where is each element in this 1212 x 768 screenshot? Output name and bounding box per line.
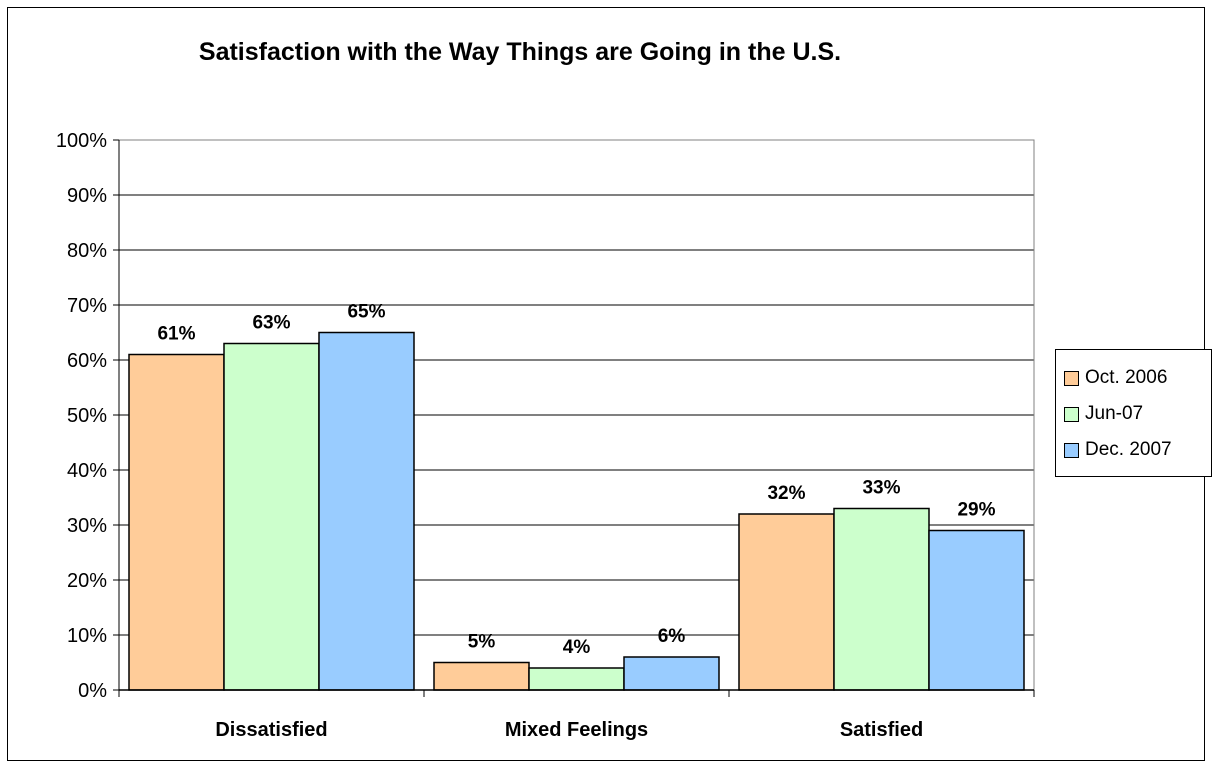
legend-item-dec-2007: Dec. 2007 [1064, 432, 1211, 468]
legend-item-oct-2006: Oct. 2006 [1064, 360, 1211, 396]
data-label: 33% [862, 478, 900, 499]
legend-label: Oct. 2006 [1085, 367, 1168, 388]
x-tick-label: Satisfied [840, 719, 923, 741]
y-tick-label: 80% [67, 240, 107, 262]
y-tick-label: 10% [67, 625, 107, 647]
data-label: 65% [347, 302, 385, 323]
y-tick-label: 70% [67, 295, 107, 317]
bar [433, 661, 530, 691]
bar [833, 507, 930, 691]
bar [128, 353, 225, 691]
data-label: 29% [957, 500, 995, 521]
bar [223, 342, 320, 691]
x-tick-label: Dissatisfied [215, 719, 327, 741]
y-tick-label: 50% [67, 405, 107, 427]
data-label: 5% [468, 632, 496, 653]
bar [738, 513, 835, 691]
legend-swatch [1064, 370, 1079, 386]
data-label: 61% [157, 324, 195, 345]
y-tick-label: 40% [67, 460, 107, 482]
y-tick-label: 100% [56, 130, 107, 152]
data-label: 6% [658, 626, 686, 647]
y-tick-label: 30% [67, 515, 107, 537]
legend-label: Jun-07 [1085, 403, 1144, 424]
bar [623, 656, 720, 691]
bar [928, 529, 1025, 691]
y-tick-label: 20% [67, 570, 107, 592]
legend-label: Dec. 2007 [1085, 439, 1172, 460]
legend-swatch [1064, 406, 1079, 422]
x-tick-label: Mixed Feelings [505, 719, 648, 741]
data-label: 32% [767, 483, 805, 504]
legend-swatch [1064, 442, 1079, 458]
bar [528, 667, 625, 691]
bar [318, 331, 415, 691]
legend: Oct. 2006 Jun-07 Dec. 2007 [1055, 349, 1212, 477]
legend-item-jun-07: Jun-07 [1064, 396, 1211, 432]
chart-title: Satisfaction with the Way Things are Goi… [198, 38, 842, 66]
y-tick-label: 90% [67, 185, 107, 207]
y-tick-label: 60% [67, 350, 107, 372]
data-label: 4% [563, 637, 591, 658]
data-label: 63% [252, 313, 290, 334]
y-tick-label: 0% [78, 680, 107, 702]
